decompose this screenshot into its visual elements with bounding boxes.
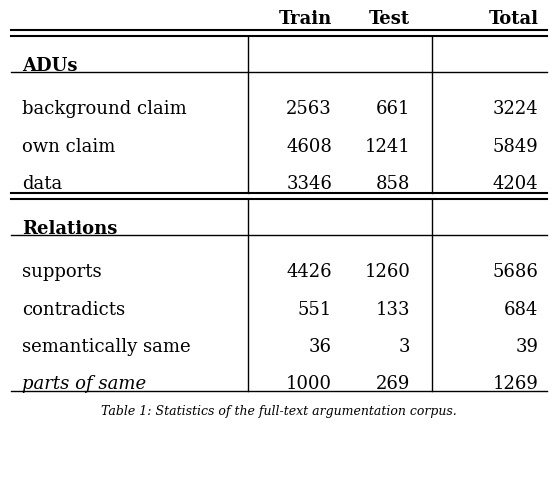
Text: 551: 551	[298, 301, 332, 319]
Text: parts of same: parts of same	[22, 375, 146, 393]
Text: 1260: 1260	[364, 263, 410, 282]
Text: supports: supports	[22, 263, 102, 282]
Text: 4204: 4204	[493, 175, 538, 193]
Text: 2563: 2563	[286, 100, 332, 119]
Text: Total: Total	[488, 10, 538, 28]
Text: data: data	[22, 175, 62, 193]
Text: 3: 3	[398, 338, 410, 356]
Text: 1269: 1269	[493, 375, 538, 393]
Text: Table 1: Statistics of the full-text argumentation corpus.: Table 1: Statistics of the full-text arg…	[101, 405, 457, 418]
Text: Train: Train	[279, 10, 332, 28]
Text: ADUs: ADUs	[22, 57, 78, 76]
Text: 133: 133	[376, 301, 410, 319]
Text: semantically same: semantically same	[22, 338, 191, 356]
Text: 858: 858	[376, 175, 410, 193]
Text: 269: 269	[376, 375, 410, 393]
Text: 1241: 1241	[364, 138, 410, 156]
Text: 5686: 5686	[493, 263, 538, 282]
Text: 4608: 4608	[286, 138, 332, 156]
Text: 4426: 4426	[286, 263, 332, 282]
Text: own claim: own claim	[22, 138, 116, 156]
Text: Relations: Relations	[22, 220, 118, 239]
Text: 3346: 3346	[286, 175, 332, 193]
Text: 39: 39	[516, 338, 538, 356]
Text: 3224: 3224	[493, 100, 538, 119]
Text: 36: 36	[309, 338, 332, 356]
Text: contradicts: contradicts	[22, 301, 126, 319]
Text: Test: Test	[369, 10, 410, 28]
Text: 1000: 1000	[286, 375, 332, 393]
Text: 5849: 5849	[493, 138, 538, 156]
Text: 684: 684	[504, 301, 538, 319]
Text: 661: 661	[376, 100, 410, 119]
Text: background claim: background claim	[22, 100, 187, 119]
